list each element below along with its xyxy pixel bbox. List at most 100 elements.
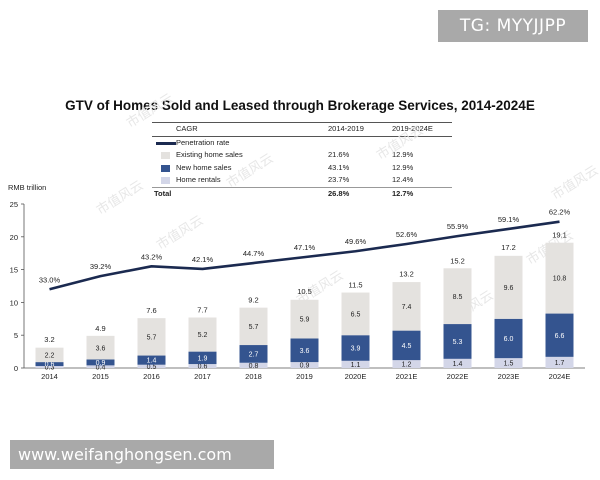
bar-segment-home-rentals [35,366,64,368]
bar-segment-new-home-sales [392,330,421,361]
bar-value-label: 6.0 [504,336,514,343]
x-tick-label: 2019 [296,372,313,381]
x-tick-label: 2017 [194,372,211,381]
legend-label: Home rentals [176,175,221,184]
bar-segment-existing-home-sales [392,282,421,331]
y-tick-label: 20 [10,233,18,242]
bar-segment-existing-home-sales [290,299,319,339]
bar-value-label: 1.2 [402,362,412,369]
bar-value-label: 1.5 [504,361,514,368]
bar-total-label: 19.1 [552,231,567,240]
legend-cagr-2: 12.4% [392,175,414,184]
legend-cagr-1: 26.8% [328,188,350,198]
penetration-rate-label: 59.1% [498,215,520,224]
stamp-watermark: 市值风云 [224,150,277,191]
legend-row-new: New home sales 43.1% 12.9% [152,162,452,175]
bar-value-label: 1.4 [453,361,463,368]
legend-header-label: CAGR [176,124,198,133]
bar-segment-existing-home-sales [35,347,64,363]
bar-segment-home-rentals [392,360,421,368]
chart-title: GTV of Homes Sold and Leased through Bro… [65,98,535,113]
bar-value-label: 10.8 [553,276,567,283]
bar-value-label: 5.9 [300,317,310,324]
bar-segment-home-rentals [239,362,268,368]
legend-label: Existing home sales [176,150,243,159]
bar-value-label: 5.3 [453,339,463,346]
legend-cagr-1: 43.1% [328,162,350,172]
penetration-rate-label: 52.6% [396,230,418,239]
bar-segment-new-home-sales [239,345,268,363]
bar-segment-home-rentals [188,364,217,368]
bar-value-label: 1.9 [198,355,208,362]
legend-row-total: Total 26.8% 12.7% [152,188,452,201]
bar-value-label: 0.9 [96,360,106,367]
bar-total-label: 7.7 [197,305,207,314]
bar-value-label: 2.2 [45,352,55,359]
bar-segment-new-home-sales [35,362,64,367]
x-tick-label: 2021E [396,372,418,381]
bar-value-label: 0.5 [147,364,157,371]
bar-segment-existing-home-sales [545,242,574,314]
bar-value-label: 7.4 [402,304,412,311]
bar-segment-new-home-sales [545,313,574,357]
tg-watermark-badge: TG: MYYJJPP [438,10,588,42]
bar-value-label: 6.5 [351,311,361,318]
x-tick-label: 2023E [498,372,520,381]
legend-cagr-2: 12.7% [392,188,414,198]
penetration-rate-label: 49.6% [345,237,367,246]
bar-value-label: 0.6 [198,364,208,371]
bar-value-label: 0.9 [300,363,310,370]
bar-total-label: 11.5 [348,281,362,290]
bar-value-label: 1.1 [351,362,361,369]
penetration-rate-label: 43.2% [141,252,163,261]
bar-total-label: 7.6 [146,306,156,315]
bar-total-label: 10.5 [297,287,312,296]
legend-cagr-2: 12.9% [392,162,414,172]
bar-segment-existing-home-sales [443,268,472,325]
bar-total-label: 17.2 [501,243,516,252]
bar-value-label: 8.5 [453,294,463,301]
penetration-rate-label: 44.7% [243,249,265,258]
bar-value-label: 4.5 [402,343,412,350]
legend-swatch-rentals [161,177,170,184]
bar-value-label: 5.7 [249,324,259,331]
stamp-watermark: 市值风云 [549,162,600,203]
bar-segment-home-rentals [341,360,370,368]
stamp-watermark: 市值风云 [94,177,147,218]
legend-header-col1: 2014-2019 [328,124,364,133]
bar-segment-existing-home-sales [341,292,370,336]
bar-value-label: 1.7 [555,360,565,367]
legend-label: Penetration rate [176,137,230,147]
penetration-rate-line [49,220,560,291]
bar-value-label: 1.4 [147,358,157,365]
legend-header-col2: 2019-2024E [392,124,433,133]
bar-segment-new-home-sales [290,338,319,363]
legend-cagr-1: 21.6% [328,150,350,159]
legend-cagr-1: 23.7% [328,175,350,184]
bar-segment-new-home-sales [86,359,115,366]
bar-value-label: 5.7 [147,334,157,341]
bar-segment-new-home-sales [443,324,472,359]
bar-segment-existing-home-sales [137,318,166,356]
y-tick-label: 5 [14,331,18,340]
x-tick-label: 2016 [143,372,160,381]
legend-row-existing: Existing home sales 21.6% 12.9% [152,149,452,162]
penetration-line-group: 33.0% 39.2% 43.2% 42.1% 44.7% 47.1% 49.6% 52.6%… [39,208,570,291]
bar-total-label: 15.2 [450,256,465,265]
stamp-watermark: 市值风云 [124,90,177,131]
x-tick-label: 2014 [41,372,58,381]
bar-segment-existing-home-sales [86,335,115,360]
site-watermark-banner: www.weifanghongsen.com [10,440,274,469]
bar-segment-home-rentals [494,358,523,368]
legend-label: New home sales [176,162,232,172]
bar-value-label: 3.6 [96,345,106,352]
y-axis-label: RMB trillion [8,183,47,192]
penetration-rate-label: 42.1% [192,255,214,264]
bar-segment-existing-home-sales [239,307,268,346]
bar-segment-new-home-sales [494,318,523,359]
bar-total-label: 13.2 [399,269,414,278]
bar-segment-home-rentals [545,356,574,368]
bar-value-label: 3.9 [351,346,361,353]
y-tick-label: 10 [10,298,18,307]
